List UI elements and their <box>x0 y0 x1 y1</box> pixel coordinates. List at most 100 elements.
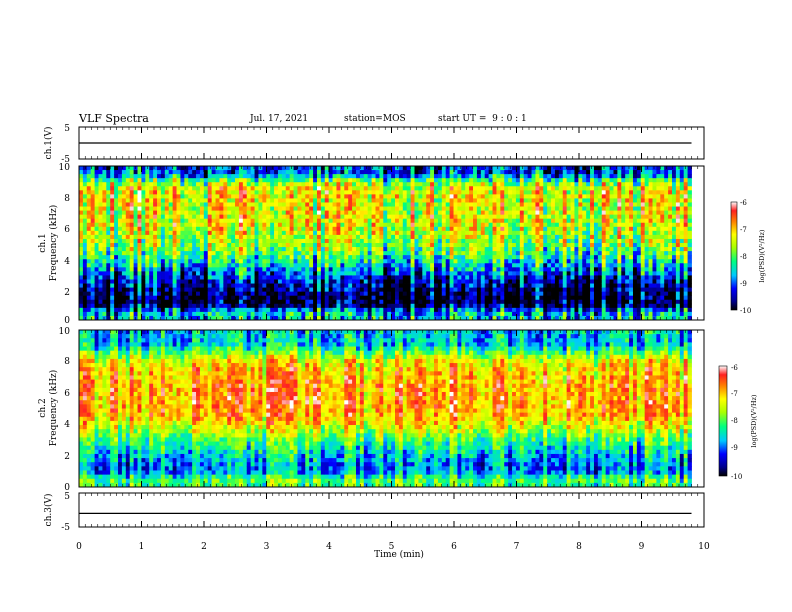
heatmap-cell <box>418 247 423 252</box>
heatmap-cell <box>484 295 490 301</box>
heatmap-cell <box>336 271 341 276</box>
heatmap-cell <box>496 299 501 305</box>
heatmap-cell <box>137 279 142 284</box>
heatmap-cell <box>461 255 466 260</box>
heatmap-cell <box>281 194 287 199</box>
heatmap-cell <box>270 230 275 236</box>
heatmap-cell <box>223 295 228 301</box>
heatmap-cell <box>371 230 376 236</box>
heatmap-cell <box>274 198 279 203</box>
heatmap-cell <box>176 307 181 313</box>
heatmap-cell <box>426 259 431 264</box>
heatmap-cell <box>94 255 99 260</box>
heatmap-cell <box>430 170 435 175</box>
heatmap-cell <box>395 287 400 293</box>
heatmap-cell <box>328 247 333 252</box>
heatmap-cell <box>363 182 369 187</box>
heatmap-cell <box>461 283 466 288</box>
heatmap-cell <box>231 218 236 224</box>
heatmap-cell <box>426 283 431 288</box>
heatmap-cell <box>160 166 166 171</box>
heatmap-cell <box>176 218 181 224</box>
heatmap-cell <box>434 247 439 252</box>
heatmap-cell <box>340 206 345 211</box>
heatmap-cell <box>114 283 119 288</box>
heatmap-cell <box>168 287 174 293</box>
heatmap-cell <box>168 279 174 284</box>
heatmap-cell <box>121 178 127 183</box>
heatmap-cell <box>461 315 466 321</box>
heatmap-cell <box>441 222 447 228</box>
heatmap-cell <box>367 259 372 264</box>
heatmap-cell <box>235 190 240 195</box>
heatmap-cell <box>398 259 404 264</box>
heatmap-cell <box>215 178 220 183</box>
heatmap-cell <box>523 303 529 309</box>
heatmap-cell <box>215 226 220 232</box>
heatmap-cell <box>227 202 232 207</box>
heatmap-cell <box>129 202 135 207</box>
heatmap-cell <box>121 271 127 276</box>
heatmap-cell <box>246 238 252 244</box>
heatmap-cell <box>332 194 337 199</box>
heatmap-cell <box>184 271 189 276</box>
heatmap-cell <box>515 259 521 264</box>
heatmap-cell <box>242 267 248 272</box>
heatmap-cell <box>266 303 271 309</box>
heatmap-cell <box>558 275 564 280</box>
heatmap-cell <box>277 291 283 297</box>
heatmap-cell <box>554 182 560 187</box>
heatmap-cell <box>313 198 318 203</box>
heatmap-cell <box>118 226 123 232</box>
heatmap-cell <box>172 226 177 232</box>
heatmap-cell <box>125 226 131 232</box>
heatmap-cell <box>340 198 345 203</box>
heatmap-cell <box>480 230 486 236</box>
heatmap-cell <box>367 214 372 220</box>
heatmap-cell <box>375 247 380 252</box>
heatmap-cell <box>406 295 412 301</box>
heatmap-cell <box>355 182 361 187</box>
heatmap-cell <box>199 307 205 313</box>
heatmap-cell <box>149 267 154 272</box>
heatmap-cell <box>453 299 458 305</box>
heatmap-cell <box>129 291 135 297</box>
heatmap-cell <box>504 182 509 187</box>
heatmap-cell <box>262 234 267 240</box>
heatmap-cell <box>508 279 513 284</box>
heatmap-cell <box>566 299 571 305</box>
heatmap-cell <box>539 190 544 195</box>
heatmap-cell <box>141 307 146 313</box>
heatmap-cell <box>153 275 158 280</box>
heatmap-cell <box>352 255 357 260</box>
heatmap-cell <box>270 311 275 317</box>
heatmap-cell <box>258 259 263 264</box>
heatmap-cell <box>473 230 478 236</box>
heatmap-cell <box>320 291 326 297</box>
heatmap-cell <box>285 263 291 268</box>
heatmap-cell <box>82 190 88 195</box>
heatmap-cell <box>519 170 525 175</box>
heatmap-cell <box>336 267 341 272</box>
heatmap-cell <box>153 251 158 256</box>
heatmap-cell <box>149 170 154 175</box>
heatmap-cell <box>313 271 318 276</box>
heatmap-cell <box>172 247 177 252</box>
heatmap-cell <box>535 291 540 297</box>
heatmap-cell <box>531 255 536 260</box>
heatmap-cell <box>488 279 493 284</box>
heatmap-cell <box>211 198 216 203</box>
heatmap-cell <box>457 303 462 309</box>
heatmap-cell <box>320 222 326 228</box>
heatmap-cell <box>332 202 337 207</box>
heatmap-cell <box>98 182 103 187</box>
heatmap-cell <box>242 202 248 207</box>
heatmap-cell <box>551 226 556 232</box>
heatmap-cell <box>157 214 162 220</box>
heatmap-cell <box>313 251 318 256</box>
heatmap-cell <box>441 267 447 272</box>
heatmap-cell <box>250 230 255 236</box>
heatmap-cell <box>145 222 150 228</box>
heatmap-cell <box>114 218 119 224</box>
heatmap-cell <box>176 315 181 321</box>
